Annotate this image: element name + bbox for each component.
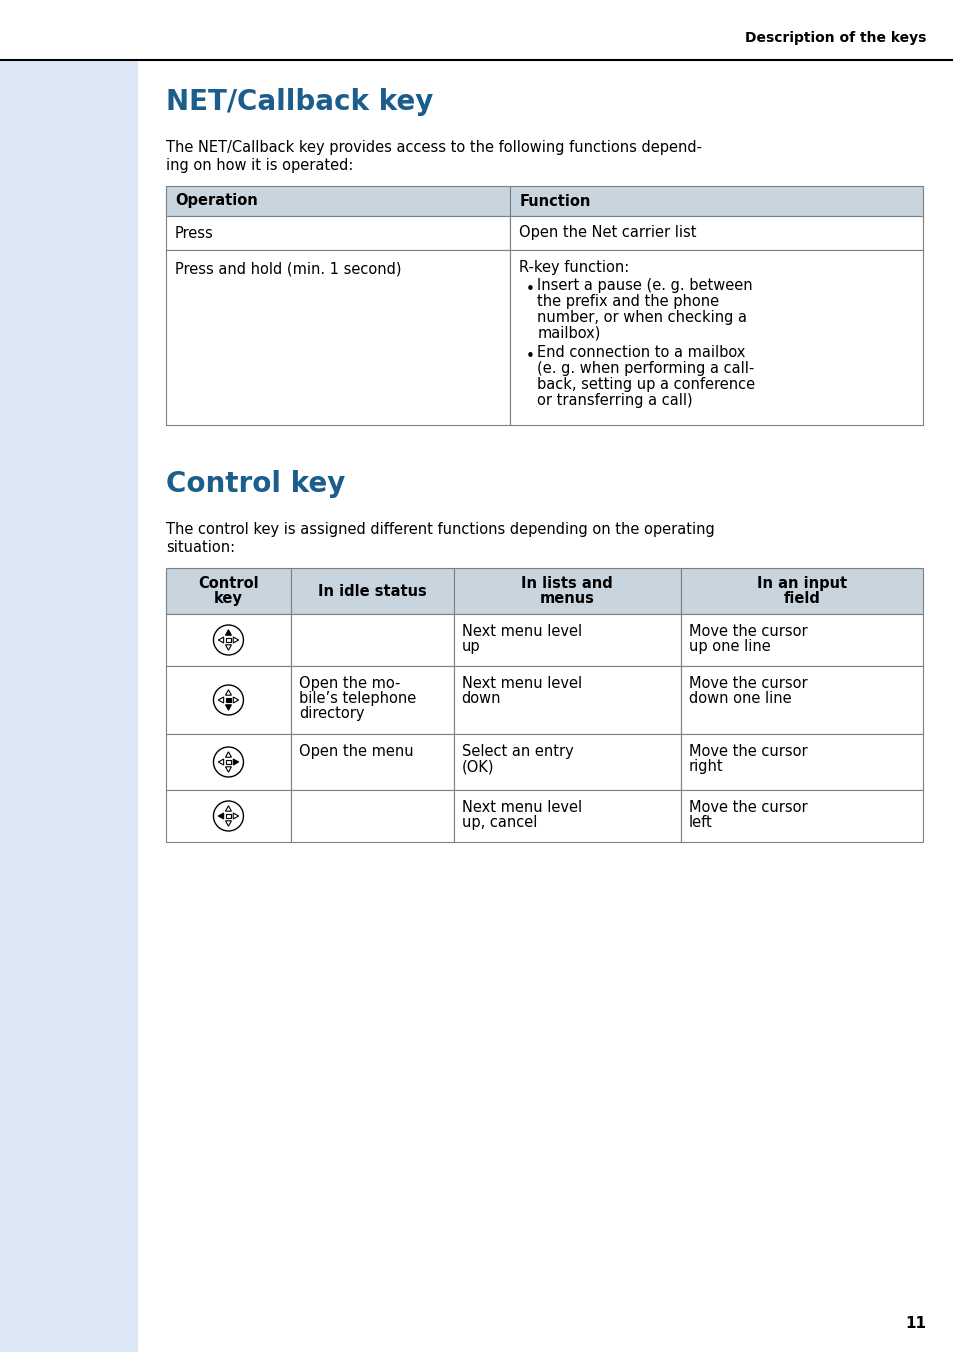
Text: The control key is assigned different functions depending on the operating: The control key is assigned different fu…: [166, 522, 714, 537]
Text: In an input: In an input: [756, 576, 846, 591]
Text: down: down: [461, 691, 500, 706]
Text: Insert a pause (e. g. between: Insert a pause (e. g. between: [537, 279, 752, 293]
Bar: [291, 667, 454, 734]
Bar: [291, 734, 454, 790]
Bar: [166, 187, 510, 216]
Text: ing on how it is operated:: ing on how it is operated:: [166, 158, 353, 173]
Text: up: up: [461, 639, 479, 654]
Text: •: •: [525, 349, 534, 364]
Text: number, or when checking a: number, or when checking a: [537, 310, 746, 324]
Text: Open the menu: Open the menu: [298, 744, 413, 758]
Text: In lists and: In lists and: [520, 576, 613, 591]
Text: mailbox): mailbox): [537, 326, 600, 341]
Bar: [226, 698, 231, 702]
Bar: [291, 614, 454, 667]
Text: situation:: situation:: [166, 539, 234, 556]
Text: Control key: Control key: [166, 470, 345, 498]
Text: field: field: [782, 591, 820, 606]
Text: (OK): (OK): [461, 758, 494, 773]
Polygon shape: [233, 758, 238, 765]
Bar: [454, 568, 680, 614]
Text: key: key: [213, 591, 243, 606]
Bar: [510, 250, 923, 425]
Text: up one line: up one line: [688, 639, 770, 654]
Text: Next menu level: Next menu level: [461, 800, 581, 815]
Bar: [510, 187, 923, 216]
Text: Move the cursor: Move the cursor: [688, 625, 806, 639]
Text: Description of the keys: Description of the keys: [744, 31, 925, 45]
Bar: [680, 790, 923, 842]
Text: Move the cursor: Move the cursor: [688, 744, 806, 758]
Text: Press and hold (min. 1 second): Press and hold (min. 1 second): [174, 262, 401, 277]
Text: End connection to a mailbox: End connection to a mailbox: [537, 345, 745, 360]
Text: NET/Callback key: NET/Callback key: [166, 88, 433, 116]
Text: or transferring a call): or transferring a call): [537, 393, 692, 408]
Bar: [454, 667, 680, 734]
Text: back, setting up a conference: back, setting up a conference: [537, 377, 755, 392]
Bar: [680, 568, 923, 614]
Bar: [680, 614, 923, 667]
Text: menus: menus: [539, 591, 594, 606]
Polygon shape: [225, 630, 232, 635]
Bar: [226, 814, 231, 818]
Text: Next menu level: Next menu level: [461, 676, 581, 691]
Bar: [454, 734, 680, 790]
Text: (e. g. when performing a call-: (e. g. when performing a call-: [537, 361, 754, 376]
Text: 11: 11: [904, 1317, 925, 1332]
Text: In idle status: In idle status: [317, 584, 426, 599]
Text: Press: Press: [174, 226, 213, 241]
Bar: [166, 667, 291, 734]
Bar: [226, 638, 231, 642]
Text: bile’s telephone: bile’s telephone: [298, 691, 416, 706]
Bar: [166, 734, 291, 790]
Text: directory: directory: [298, 706, 364, 721]
Bar: [680, 667, 923, 734]
Text: Function: Function: [518, 193, 590, 208]
Text: Move the cursor: Move the cursor: [688, 676, 806, 691]
Bar: [166, 568, 291, 614]
Bar: [166, 790, 291, 842]
Text: up, cancel: up, cancel: [461, 815, 537, 830]
Text: right: right: [688, 758, 722, 773]
Bar: [166, 216, 510, 250]
Text: the prefix and the phone: the prefix and the phone: [537, 293, 719, 310]
Bar: [291, 568, 454, 614]
Bar: [454, 614, 680, 667]
Text: Select an entry: Select an entry: [461, 744, 573, 758]
Bar: [680, 734, 923, 790]
Text: Move the cursor: Move the cursor: [688, 800, 806, 815]
Bar: [166, 614, 291, 667]
Text: Open the Net carrier list: Open the Net carrier list: [518, 226, 697, 241]
Text: The NET/Callback key provides access to the following functions depend-: The NET/Callback key provides access to …: [166, 141, 701, 155]
Text: Next menu level: Next menu level: [461, 625, 581, 639]
Bar: [510, 216, 923, 250]
Polygon shape: [218, 813, 223, 819]
Bar: [0, 59, 138, 1352]
Text: Control: Control: [198, 576, 258, 591]
Bar: [454, 790, 680, 842]
Text: left: left: [688, 815, 712, 830]
Polygon shape: [225, 704, 232, 710]
Text: •: •: [525, 283, 534, 297]
Bar: [166, 250, 510, 425]
Text: Open the mo-: Open the mo-: [298, 676, 400, 691]
Bar: [226, 760, 231, 764]
Text: Operation: Operation: [174, 193, 257, 208]
Bar: [291, 790, 454, 842]
Text: R-key function:: R-key function:: [518, 260, 629, 274]
Text: down one line: down one line: [688, 691, 791, 706]
